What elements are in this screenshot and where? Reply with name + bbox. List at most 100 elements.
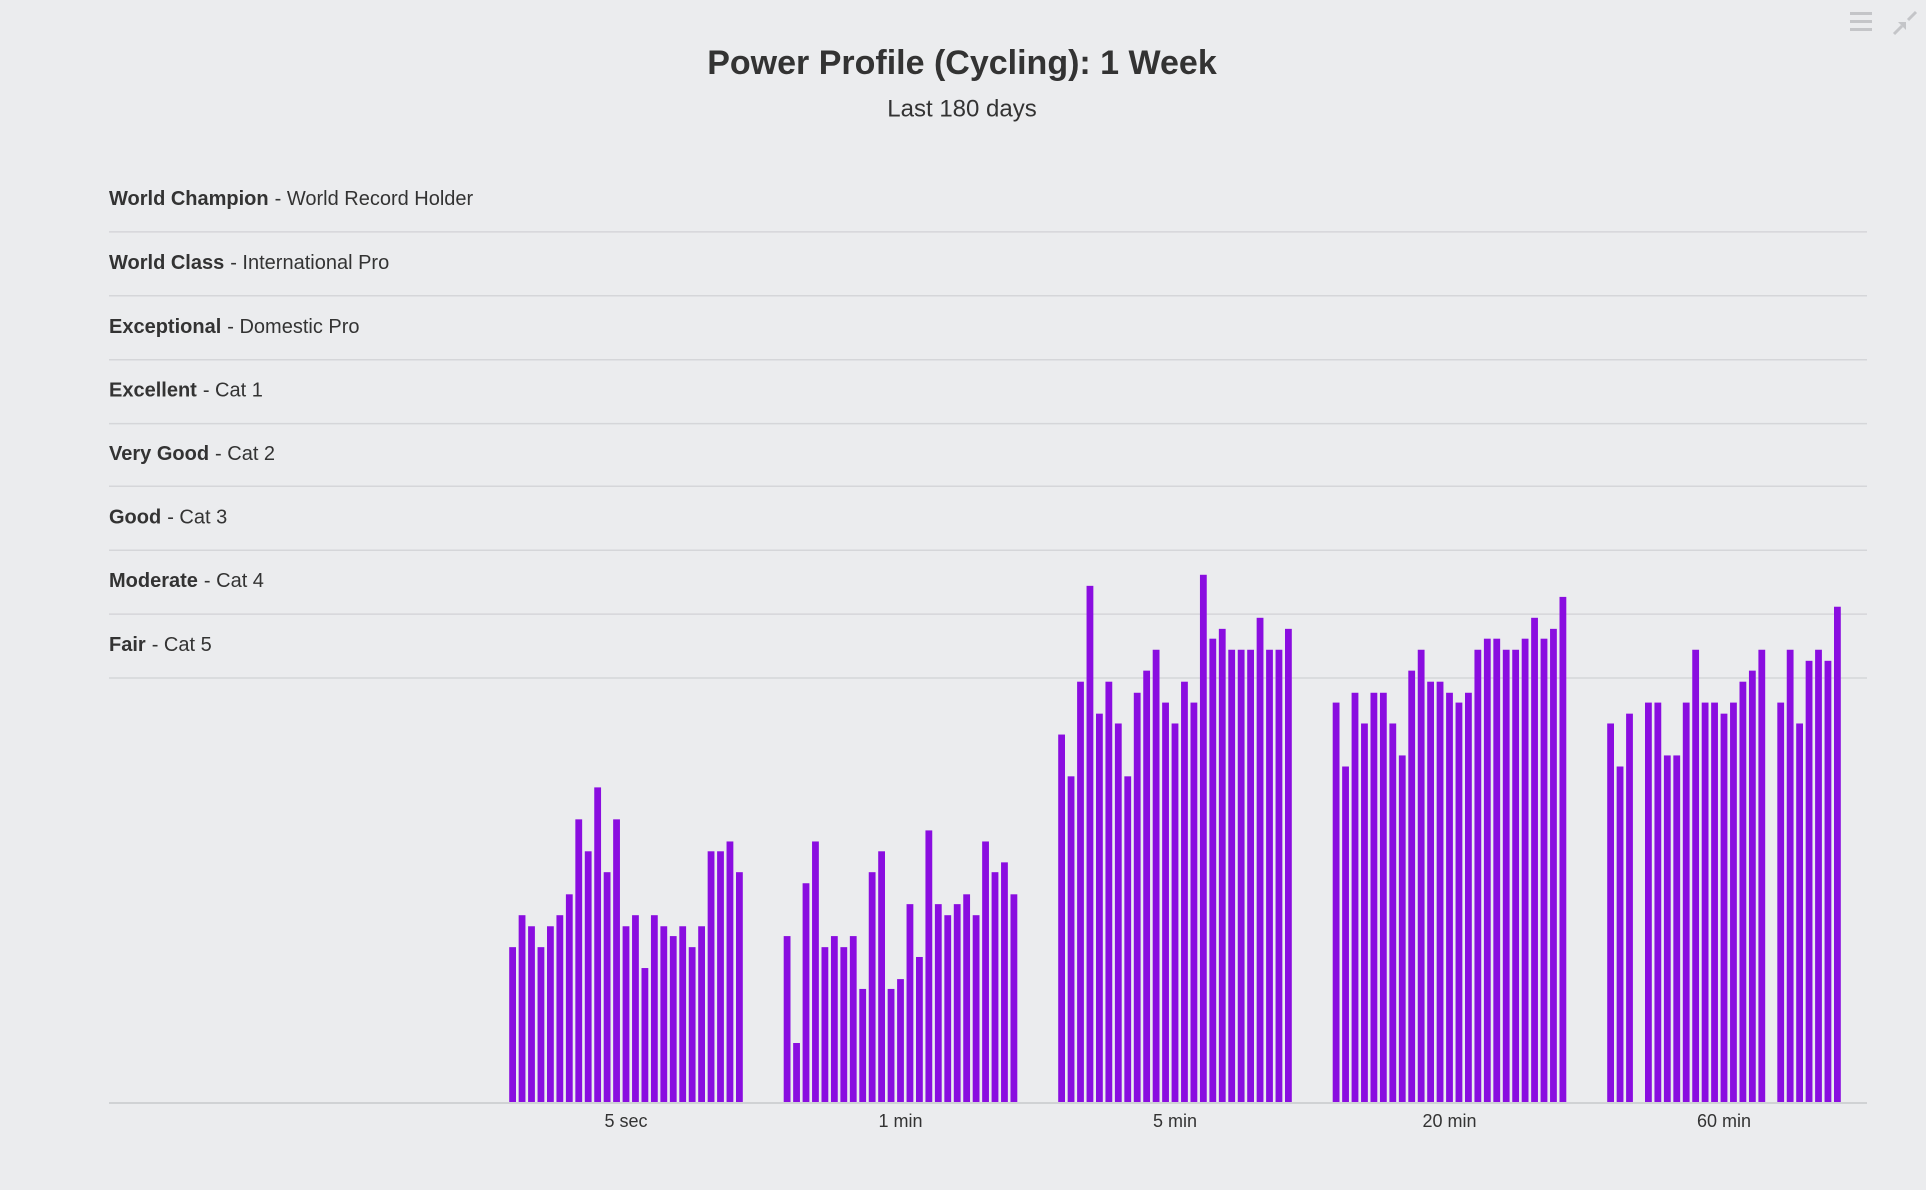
bar bbox=[632, 915, 639, 1102]
chart-title: Power Profile (Cycling): 1 Week bbox=[707, 44, 1217, 82]
bar bbox=[1133, 692, 1141, 1102]
bar bbox=[1209, 638, 1217, 1102]
bar bbox=[1436, 681, 1444, 1102]
band-label: Exceptional - Domestic Pro bbox=[109, 316, 360, 338]
x-tick-label: 1 min bbox=[878, 1111, 922, 1131]
bar bbox=[1616, 766, 1624, 1102]
bar bbox=[584, 851, 592, 1102]
bar bbox=[812, 841, 819, 1102]
bar bbox=[547, 926, 554, 1102]
bar bbox=[1096, 713, 1103, 1102]
bar bbox=[821, 947, 829, 1102]
bar bbox=[840, 947, 848, 1102]
bar bbox=[575, 819, 583, 1102]
x-tick-label: 60 min bbox=[1697, 1111, 1751, 1131]
bar bbox=[1474, 649, 1482, 1102]
bar bbox=[1786, 649, 1794, 1102]
band-description: - International Pro bbox=[230, 252, 389, 274]
bar bbox=[669, 936, 677, 1102]
bar bbox=[594, 787, 602, 1102]
shrink-icon[interactable] bbox=[1892, 10, 1918, 36]
bar bbox=[1228, 649, 1236, 1102]
bar bbox=[1824, 660, 1832, 1102]
bar bbox=[1408, 670, 1416, 1102]
bar bbox=[897, 979, 904, 1102]
bar bbox=[1502, 649, 1510, 1102]
bar bbox=[1361, 723, 1368, 1102]
bar bbox=[565, 894, 573, 1102]
x-tick-label: 5 min bbox=[1153, 1111, 1197, 1131]
bar bbox=[1417, 649, 1425, 1102]
bar bbox=[1389, 723, 1397, 1102]
bar bbox=[1143, 670, 1151, 1102]
band-name: Very Good bbox=[109, 443, 209, 465]
bar bbox=[537, 947, 545, 1102]
bar bbox=[1796, 723, 1803, 1102]
bar bbox=[849, 936, 857, 1102]
bar bbox=[1654, 702, 1662, 1102]
band-description: - Cat 3 bbox=[167, 507, 227, 529]
bar bbox=[783, 936, 791, 1102]
bar bbox=[641, 968, 649, 1102]
band-label: World Class - International Pro bbox=[109, 252, 389, 274]
bar bbox=[1701, 702, 1709, 1102]
bar bbox=[1711, 702, 1718, 1102]
bar bbox=[916, 956, 923, 1102]
bar bbox=[726, 841, 734, 1102]
menu-bar bbox=[1850, 20, 1872, 23]
band-description: - Cat 2 bbox=[215, 443, 275, 465]
bar bbox=[1190, 702, 1198, 1102]
bar bbox=[1559, 596, 1567, 1102]
bar bbox=[613, 819, 620, 1102]
bar bbox=[1332, 702, 1340, 1102]
menu-bar bbox=[1850, 28, 1872, 31]
bar bbox=[556, 915, 564, 1102]
bar bbox=[650, 915, 658, 1102]
bar bbox=[1237, 649, 1245, 1102]
bar bbox=[793, 1043, 800, 1102]
bar bbox=[736, 872, 743, 1102]
bar bbox=[1152, 649, 1160, 1102]
bar bbox=[603, 872, 611, 1102]
band-label: Good - Cat 3 bbox=[109, 507, 227, 529]
bar bbox=[1512, 649, 1520, 1102]
bar bbox=[887, 988, 895, 1102]
bar bbox=[1266, 649, 1273, 1102]
bar bbox=[1730, 702, 1737, 1102]
bar bbox=[934, 904, 942, 1102]
bar bbox=[1739, 681, 1747, 1102]
bar bbox=[1465, 692, 1472, 1102]
bar bbox=[1540, 638, 1548, 1102]
bar bbox=[1398, 755, 1406, 1102]
bar bbox=[1692, 649, 1700, 1102]
bar bbox=[1256, 617, 1264, 1102]
bar bbox=[698, 926, 705, 1102]
bar bbox=[1777, 702, 1785, 1102]
bar bbox=[1446, 692, 1453, 1102]
band-description: - World Record Holder bbox=[275, 188, 474, 210]
bar bbox=[1086, 585, 1094, 1102]
bar bbox=[953, 904, 961, 1102]
bar bbox=[1673, 755, 1681, 1102]
menu-icon[interactable] bbox=[1850, 12, 1872, 31]
x-tick-label: 5 sec bbox=[604, 1111, 647, 1131]
bar bbox=[1455, 702, 1463, 1102]
bar bbox=[868, 872, 876, 1102]
band-name: Excellent bbox=[109, 380, 197, 402]
bar bbox=[1758, 649, 1766, 1102]
band-description: - Cat 4 bbox=[204, 570, 264, 592]
bar bbox=[1748, 670, 1756, 1102]
bar bbox=[679, 926, 687, 1102]
bar bbox=[802, 883, 810, 1102]
bar bbox=[944, 915, 952, 1102]
bar bbox=[518, 915, 526, 1102]
bar bbox=[1077, 681, 1084, 1102]
bar bbox=[963, 894, 971, 1102]
bar bbox=[660, 926, 668, 1102]
shrink-arrow bbox=[1892, 24, 1904, 36]
bar bbox=[1645, 702, 1652, 1102]
bar bbox=[1218, 628, 1226, 1102]
bar bbox=[878, 851, 885, 1102]
bar bbox=[1001, 862, 1008, 1102]
